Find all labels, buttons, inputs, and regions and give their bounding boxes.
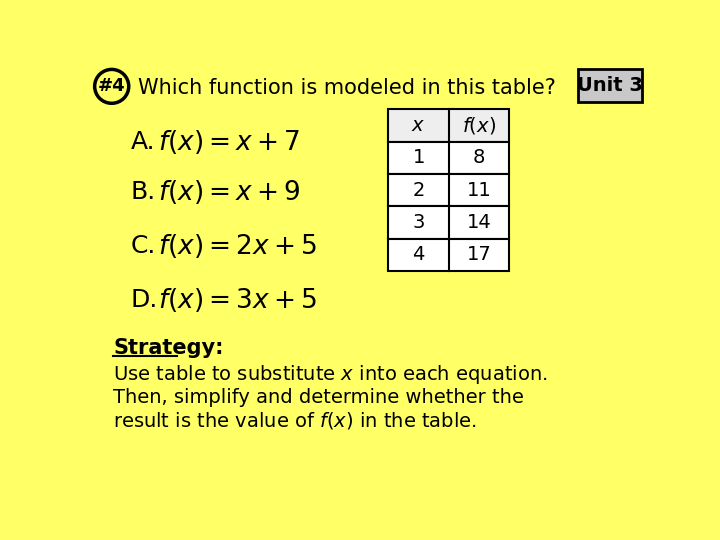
Text: #4: #4 [98,77,125,96]
Text: $f(x)$: $f(x)$ [462,115,496,136]
Text: $f(x) = 3x + 5$: $f(x) = 3x + 5$ [158,286,318,314]
Text: $f(x) = x + 7$: $f(x) = x + 7$ [158,128,300,156]
Text: Strategy:: Strategy: [113,338,224,358]
Text: 17: 17 [467,246,492,265]
Text: B.: B. [130,180,156,204]
Text: 4: 4 [413,246,425,265]
Text: Which function is modeled in this table?: Which function is modeled in this table? [138,78,556,98]
Text: 3: 3 [413,213,425,232]
Text: $x$: $x$ [412,116,426,135]
FancyBboxPatch shape [578,70,642,102]
Text: Use table to substitute $x$ into each equation.: Use table to substitute $x$ into each eq… [113,363,548,386]
Text: Then, simplify and determine whether the: Then, simplify and determine whether the [113,388,524,407]
Text: $f(x) = 2x + 5$: $f(x) = 2x + 5$ [158,232,318,260]
Text: 14: 14 [467,213,492,232]
Text: $f(x) = x + 9$: $f(x) = x + 9$ [158,178,301,206]
Text: 8: 8 [473,148,485,167]
FancyBboxPatch shape [388,206,509,239]
Text: 1: 1 [413,148,425,167]
FancyBboxPatch shape [388,142,509,174]
Text: result is the value of $f(x)$ in the table.: result is the value of $f(x)$ in the tab… [113,410,477,431]
Text: 11: 11 [467,181,492,200]
Text: 2: 2 [413,181,425,200]
Text: D.: D. [130,288,158,312]
FancyBboxPatch shape [388,174,509,206]
Text: C.: C. [130,234,156,258]
Text: Unit 3: Unit 3 [577,76,643,95]
Text: A.: A. [130,130,155,154]
FancyBboxPatch shape [388,110,509,142]
FancyBboxPatch shape [388,239,509,271]
